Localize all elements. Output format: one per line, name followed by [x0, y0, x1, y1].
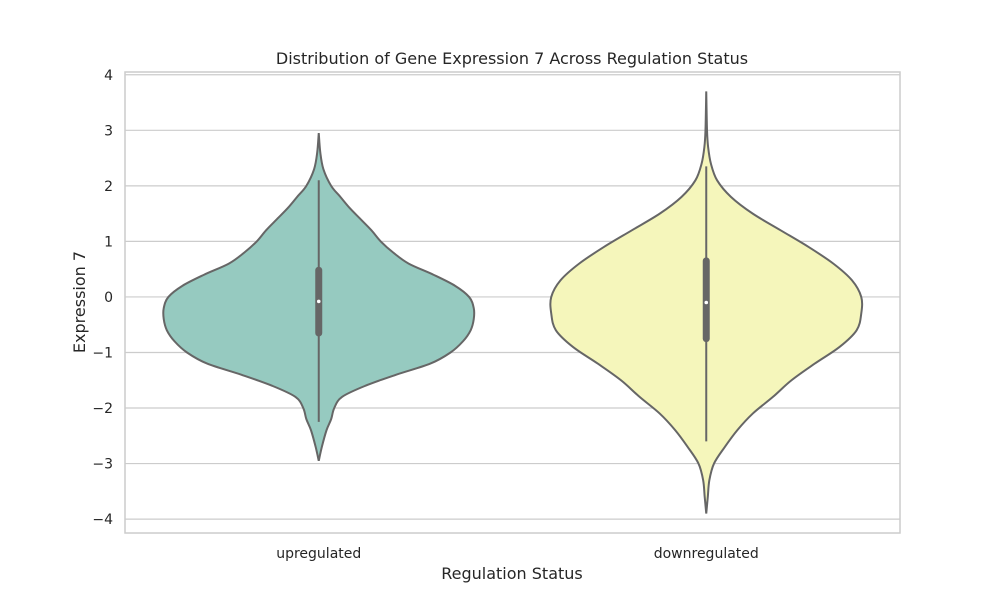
y-tick-label: 3	[104, 123, 113, 139]
violin-median	[704, 300, 709, 305]
plot-frame	[124, 71, 901, 534]
x-axis-title: Regulation Status	[441, 564, 583, 583]
y-tick-label: 2	[104, 179, 113, 195]
y-tick-label: −1	[92, 345, 113, 361]
violin-downregulated	[549, 91, 864, 514]
y-tick-label: −2	[92, 401, 113, 417]
x-tick-label: upregulated	[276, 546, 361, 562]
y-tick-labels: −4 −3 −2 −1 0 1 2 3 4	[92, 68, 113, 528]
y-tick-label: −3	[92, 457, 113, 473]
y-tick-label: 4	[104, 68, 113, 84]
violin-median	[316, 299, 321, 304]
y-tick-label: −4	[92, 512, 113, 528]
y-tick-label: 0	[104, 290, 113, 306]
y-tick-label: 1	[104, 234, 113, 250]
violins	[162, 91, 864, 514]
y-axis-title: Expression 7	[70, 251, 89, 353]
x-tick-labels: upregulated downregulated	[276, 546, 759, 562]
chart-title: Distribution of Gene Expression 7 Across…	[276, 49, 748, 68]
violin-upregulated	[162, 133, 476, 462]
x-tick-label: downregulated	[654, 546, 759, 562]
